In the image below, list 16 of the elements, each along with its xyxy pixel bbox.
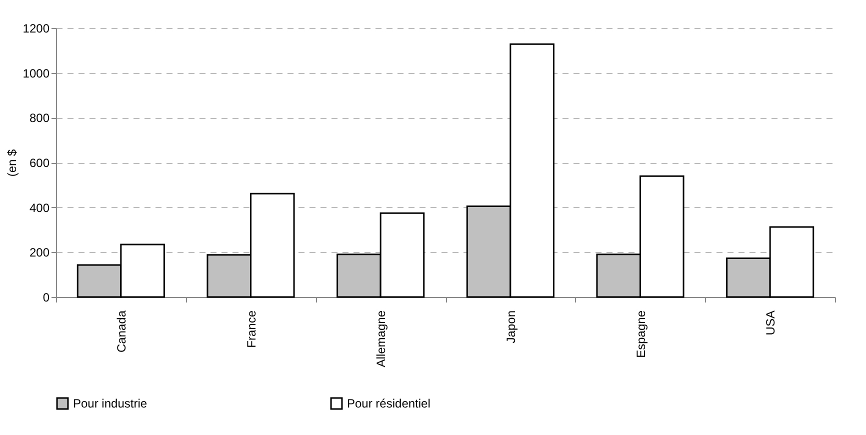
x-tick-label: France: [244, 310, 258, 348]
legend-label: Pour industrie: [73, 396, 148, 411]
y-tick-label: 0: [42, 290, 50, 304]
legend-label: Pour résidentiel: [347, 396, 430, 411]
y-tick-label: 1200: [22, 22, 50, 36]
y-tick-label: 200: [29, 246, 50, 260]
y-tick-label: 1000: [22, 66, 50, 80]
x-tick-label: USA: [764, 310, 778, 336]
x-tick-label: Japon: [504, 310, 518, 344]
y-axis-title: (en $: [4, 149, 19, 177]
x-tick-label: Canada: [114, 310, 128, 353]
x-tick-label: Espagne: [634, 310, 648, 358]
x-tick-label: Allemagne: [374, 310, 388, 368]
y-tick-label: 400: [29, 200, 50, 215]
y-tick-label: 600: [29, 156, 50, 170]
y-tick-label: 800: [29, 111, 50, 126]
